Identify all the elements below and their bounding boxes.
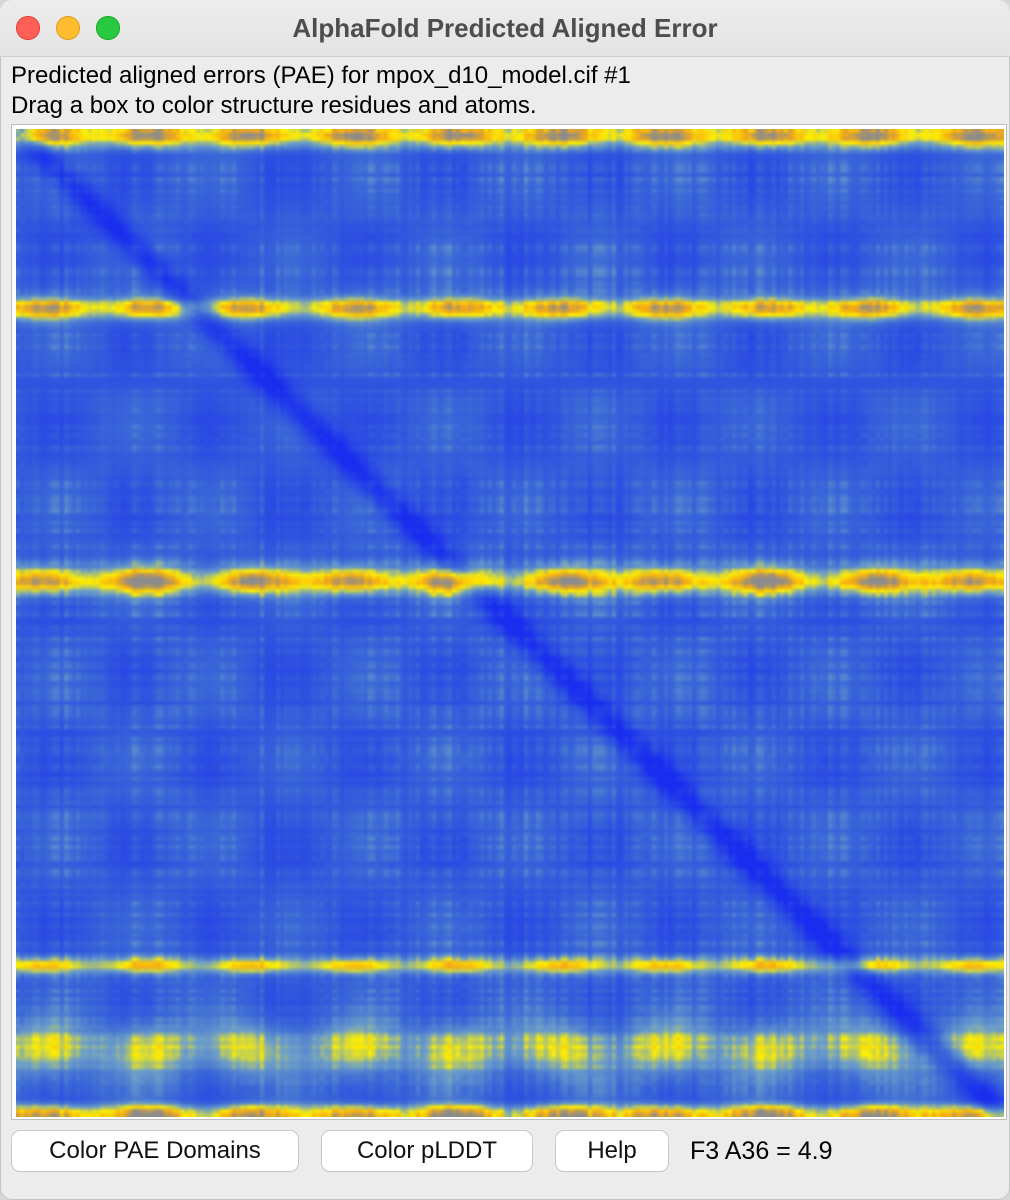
drag-instruction: Drag a box to color structure residues a…: [11, 92, 537, 119]
window-title: AlphaFold Predicted Aligned Error: [292, 13, 718, 43]
pae-description: Predicted aligned errors (PAE) for mpox_…: [11, 62, 631, 89]
help-button[interactable]: Help: [556, 1131, 668, 1171]
pae-heatmap[interactable]: [16, 129, 1004, 1117]
minimize-window-button[interactable]: [56, 16, 80, 40]
close-window-button[interactable]: [16, 16, 40, 40]
color-pae-domains-button[interactable]: Color PAE Domains: [12, 1131, 298, 1171]
color-plddt-button[interactable]: Color pLDDT: [322, 1131, 532, 1171]
pae-readout: F3 A36 = 4.9: [690, 1137, 833, 1165]
pae-plot-frame: [11, 124, 1007, 1120]
title-bar[interactable]: AlphaFold Predicted Aligned Error: [0, 0, 1010, 57]
zoom-window-button[interactable]: [96, 16, 120, 40]
